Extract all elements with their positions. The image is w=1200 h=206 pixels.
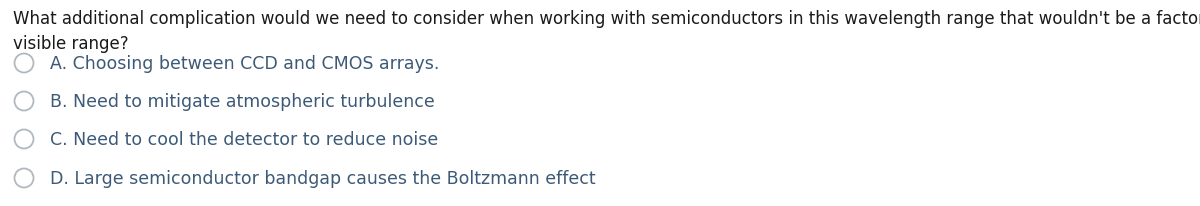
Text: visible range?: visible range? [13,35,128,53]
Text: C. Need to cool the detector to reduce noise: C. Need to cool the detector to reduce n… [50,130,438,148]
Text: B. Need to mitigate atmospheric turbulence: B. Need to mitigate atmospheric turbulen… [50,92,434,110]
Text: A. Choosing between CCD and CMOS arrays.: A. Choosing between CCD and CMOS arrays. [50,55,439,73]
Text: What additional complication would we need to consider when working with semicon: What additional complication would we ne… [13,10,1200,28]
Text: D. Large semiconductor bandgap causes the Boltzmann effect: D. Large semiconductor bandgap causes th… [50,169,595,187]
